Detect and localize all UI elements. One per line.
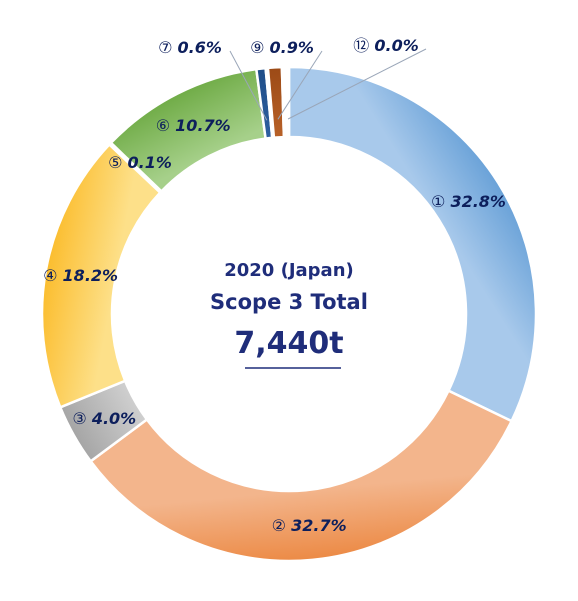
center-total-value: 7,440t — [234, 326, 343, 361]
slice-marker-4: ④ — [43, 266, 62, 285]
slice-marker-12: ⑫ — [353, 36, 374, 55]
slices-layer — [40, 65, 538, 563]
center-year-label: 2020 (Japan) — [224, 260, 354, 281]
slice-percent-12: 0.0% — [374, 36, 418, 55]
slice-marker-3: ③ — [72, 409, 91, 428]
leader-lines-layer — [229, 48, 427, 121]
center-summary: 2020 (Japan) Scope 3 Total 7,440t — [210, 260, 368, 369]
leader-line-7 — [229, 50, 268, 121]
slice-percent-4: 18.2% — [63, 266, 119, 285]
donut-slice-2 — [88, 389, 514, 563]
slice-label-2: ② 32.7% — [272, 516, 347, 535]
slice-marker-6: ⑥ — [156, 116, 175, 135]
center-title: Scope 3 Total — [210, 290, 368, 314]
leader-line-9 — [277, 50, 323, 120]
slice-labels-layer: ① 32.8% ② 32.7% ③ 4.0% ④ 18.2% ⑤ 0.1% ⑥ 10.7%… — [43, 36, 506, 535]
slice-percent-2: 32.7% — [291, 516, 347, 535]
slice-label-4: ④ 18.2% — [43, 266, 118, 285]
slice-label-12: ⑫ 0.0% — [353, 36, 418, 55]
slice-label-6: ⑥ 10.7% — [156, 116, 231, 135]
leader-line-12 — [287, 48, 427, 120]
slice-percent-3: 4.0% — [91, 409, 136, 428]
slice-label-1: ① 32.8% — [431, 192, 506, 211]
slice-percent-9: 0.9% — [270, 38, 314, 57]
slice-label-5: ⑤ 0.1% — [108, 153, 172, 172]
slice-percent-5: 0.1% — [128, 153, 172, 172]
slice-percent-1: 32.8% — [450, 192, 506, 211]
slice-label-9: ⑨ 0.9% — [250, 38, 314, 57]
donut-slice-1 — [287, 65, 538, 423]
donut-slice-12 — [285, 65, 291, 139]
slice-marker-7: ⑦ — [158, 38, 177, 57]
slice-percent-6: 10.7% — [175, 116, 231, 135]
slice-marker-9: ⑨ — [250, 38, 269, 57]
slice-label-3: ③ 4.0% — [72, 409, 136, 428]
slice-marker-2: ② — [272, 516, 291, 535]
slice-marker-1: ① — [431, 192, 450, 211]
slice-percent-7: 0.6% — [178, 38, 222, 57]
slice-label-7: ⑦ 0.6% — [158, 38, 222, 57]
slice-marker-5: ⑤ — [108, 153, 127, 172]
